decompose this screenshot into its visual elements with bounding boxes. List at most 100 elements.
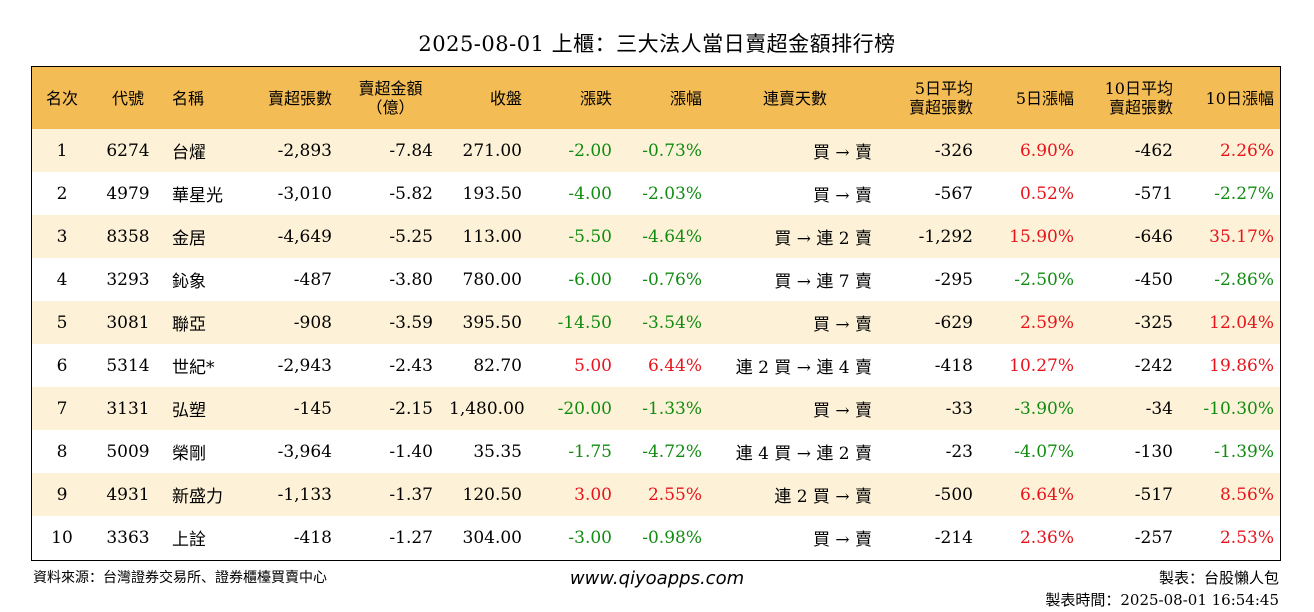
cell-name: 新盛力 bbox=[172, 487, 223, 507]
cell-rank: 8 bbox=[56, 441, 68, 462]
cell-pct: -0.76% bbox=[642, 269, 702, 290]
cell-avg10: -450 bbox=[1134, 269, 1173, 290]
column-header-shares: 賣超張數 bbox=[242, 67, 340, 129]
cell-avg5: -629 bbox=[934, 312, 973, 333]
table-row[interactable]: 10 3363 上詮 -418 -1.27 304.00 -3.00 -0.98% 買 → 賣 -… bbox=[32, 516, 1280, 559]
cell-avg10: -257 bbox=[1134, 527, 1173, 548]
cell-name: 上詮 bbox=[172, 530, 206, 550]
cell-close: 82.70 bbox=[473, 355, 522, 376]
cell-pct10: 19.86% bbox=[1209, 355, 1274, 376]
cell-avg5: -500 bbox=[934, 484, 973, 505]
table-row[interactable]: 3 8358 金居 -4,649 -5.25 113.00 -5.50 -4.64% 買 → 連… bbox=[32, 215, 1280, 258]
cell-pct: -3.54% bbox=[642, 312, 702, 333]
cell-name: 鈊象 bbox=[172, 272, 206, 292]
column-header-label: 賣超金額 bbox=[358, 79, 423, 98]
cell-avg5: -1,292 bbox=[918, 226, 973, 247]
table-row[interactable]: 9 4931 新盛力 -1,133 -1.37 120.50 3.00 2.55% 連 2 買 … bbox=[32, 473, 1280, 516]
cell-close: 193.50 bbox=[462, 183, 522, 204]
cell-streak: 連 4 買 → 連 2 賣 bbox=[735, 444, 872, 464]
column-header-streak: 連賣天數 bbox=[710, 67, 880, 129]
cell-name: 華星光 bbox=[172, 186, 223, 206]
ranking-table: 名次 代號 名稱 賣超張數 賣超金額 （億） 收盤 漲跌 漲幅 連賣天數 5日平均 賣超張數 5日漲幅 1… bbox=[32, 67, 1280, 559]
cell-shares: -145 bbox=[293, 398, 332, 419]
cell-change: -5.50 bbox=[568, 226, 612, 247]
cell-avg5: -33 bbox=[945, 398, 973, 419]
cell-code: 8358 bbox=[106, 226, 150, 247]
cell-pct10: -2.27% bbox=[1214, 183, 1274, 204]
cell-pct10: -1.39% bbox=[1214, 441, 1274, 462]
ranking-table-frame: 名次 代號 名稱 賣超張數 賣超金額 （億） 收盤 漲跌 漲幅 連賣天數 5日平均 賣超張數 5日漲幅 1… bbox=[31, 66, 1281, 561]
cell-streak: 買 → 賣 bbox=[812, 186, 872, 206]
cell-close: 120.50 bbox=[462, 484, 522, 505]
cell-pct10: -10.30% bbox=[1203, 398, 1274, 419]
cell-pct: -0.73% bbox=[642, 140, 702, 161]
cell-rank: 3 bbox=[56, 226, 68, 247]
column-header-label: 漲跌 bbox=[579, 88, 612, 108]
cell-close: 35.35 bbox=[473, 441, 522, 462]
page-title: 2025-08-01 上櫃：三大法人當日賣超金額排行榜 bbox=[418, 32, 896, 56]
table-row[interactable]: 7 3131 弘塑 -145 -2.15 1,480.00 -20.00 -1.33% 買 → … bbox=[32, 387, 1280, 430]
cell-pct5: 2.59% bbox=[1019, 312, 1074, 333]
cell-avg5: -23 bbox=[945, 441, 973, 462]
cell-code: 3131 bbox=[106, 398, 150, 419]
cell-avg5: -326 bbox=[934, 140, 973, 161]
cell-pct: -4.72% bbox=[642, 441, 702, 462]
cell-change: -3.00 bbox=[568, 527, 612, 548]
cell-shares: -487 bbox=[293, 269, 332, 290]
table-row[interactable]: 6 5314 世紀* -2,943 -2.43 82.70 5.00 6.44% 連 2 買 →… bbox=[32, 344, 1280, 387]
cell-streak: 買 → 賣 bbox=[812, 401, 872, 421]
cell-pct5: -3.90% bbox=[1014, 398, 1074, 419]
cell-pct5: 6.90% bbox=[1019, 140, 1074, 161]
table-row[interactable]: 1 6274 台燿 -2,893 -7.84 271.00 -2.00 -0.73% 買 → 賣… bbox=[32, 129, 1280, 172]
column-header-label: 代號 bbox=[111, 88, 144, 108]
table-body: 1 6274 台燿 -2,893 -7.84 271.00 -2.00 -0.73% 買 → 賣… bbox=[32, 129, 1280, 559]
column-header-sublabel: 賣超張數 bbox=[908, 98, 973, 117]
cell-shares: -2,943 bbox=[277, 355, 332, 376]
timestamp-label: 製表時間：2025-08-01 16:54:45 bbox=[1045, 591, 1279, 609]
cell-rank: 4 bbox=[56, 269, 68, 290]
column-header-label: 5日平均 bbox=[914, 79, 973, 98]
table-row[interactable]: 5 3081 聯亞 -908 -3.59 395.50 -14.50 -3.54% 買 → 賣 -… bbox=[32, 301, 1280, 344]
cell-close: 304.00 bbox=[462, 527, 522, 548]
maker-label: 製表：台股懶人包 bbox=[1158, 569, 1279, 587]
cell-rank: 1 bbox=[56, 140, 68, 161]
cell-pct10: 2.26% bbox=[1219, 140, 1274, 161]
table-row[interactable]: 4 3293 鈊象 -487 -3.80 780.00 -6.00 -0.76% 買 → 連 7… bbox=[32, 258, 1280, 301]
cell-code: 4931 bbox=[106, 484, 150, 505]
cell-amount: -2.15 bbox=[389, 398, 433, 419]
cell-avg5: -214 bbox=[934, 527, 973, 548]
cell-pct10: 2.53% bbox=[1219, 527, 1274, 548]
cell-avg10: -571 bbox=[1134, 183, 1173, 204]
cell-avg5: -295 bbox=[934, 269, 973, 290]
cell-code: 3293 bbox=[106, 269, 150, 290]
cell-code: 5314 bbox=[106, 355, 150, 376]
cell-change: -2.00 bbox=[568, 140, 612, 161]
cell-name: 弘塑 bbox=[172, 401, 206, 421]
column-header-label: 收盤 bbox=[489, 88, 522, 108]
cell-pct5: 6.64% bbox=[1019, 484, 1074, 505]
cell-rank: 10 bbox=[51, 527, 73, 548]
table-row[interactable]: 2 4979 華星光 -3,010 -5.82 193.50 -4.00 -2.03% 買 → … bbox=[32, 172, 1280, 215]
website-link[interactable]: www.qiyoapps.com bbox=[569, 568, 745, 589]
cell-pct5: 2.36% bbox=[1019, 527, 1074, 548]
cell-shares: -418 bbox=[293, 527, 332, 548]
cell-avg10: -34 bbox=[1145, 398, 1173, 419]
cell-avg10: -517 bbox=[1134, 484, 1173, 505]
cell-name: 世紀* bbox=[172, 358, 215, 378]
cell-close: 1,480.00 bbox=[449, 398, 525, 419]
cell-pct10: 12.04% bbox=[1209, 312, 1274, 333]
column-header-name: 名稱 bbox=[164, 67, 242, 129]
cell-streak: 買 → 連 2 賣 bbox=[774, 229, 872, 249]
cell-pct: -2.03% bbox=[642, 183, 702, 204]
cell-change: -14.50 bbox=[557, 312, 612, 333]
cell-rank: 9 bbox=[56, 484, 68, 505]
cell-pct: 2.55% bbox=[647, 484, 702, 505]
cell-change: 3.00 bbox=[574, 484, 612, 505]
cell-streak: 買 → 賣 bbox=[812, 143, 872, 163]
cell-rank: 2 bbox=[56, 183, 68, 204]
column-header-label: 連賣天數 bbox=[762, 88, 827, 108]
cell-change: -1.75 bbox=[568, 441, 612, 462]
cell-name: 金居 bbox=[172, 229, 206, 249]
table-row[interactable]: 8 5009 榮剛 -3,964 -1.40 35.35 -1.75 -4.72% 連 4 買 … bbox=[32, 430, 1280, 473]
cell-amount: -2.43 bbox=[389, 355, 433, 376]
